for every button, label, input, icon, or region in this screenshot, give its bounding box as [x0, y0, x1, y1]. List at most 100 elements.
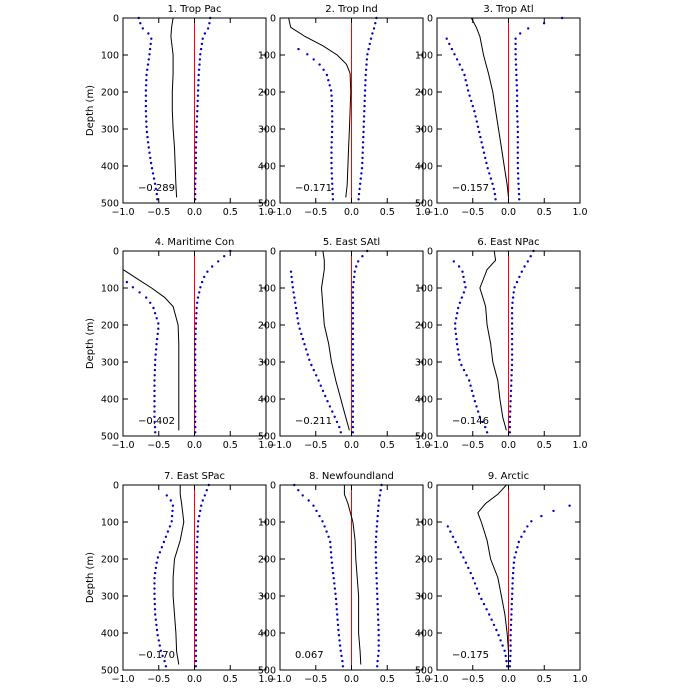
lower-bound-dot [146, 68, 149, 72]
lower-bound-dot [168, 525, 172, 528]
x-tick-label: −0.5 [461, 440, 484, 451]
panel-title: 2. Trop Ind [325, 4, 378, 15]
upper-bound-dot [351, 332, 355, 336]
lower-bound-dot [454, 327, 457, 330]
lower-bound-dot [156, 634, 159, 637]
lower-bound-dot [329, 546, 332, 549]
upper-bound-dot [512, 291, 515, 294]
upper-bound-dot [363, 110, 366, 113]
lower-bound-dot [170, 520, 173, 523]
upper-bound-dot [194, 322, 198, 325]
y-tick-label: 200 [258, 321, 276, 332]
y-tick-label: 200 [258, 88, 276, 99]
lower-bound-dot [291, 280, 294, 284]
lower-bound-dot [161, 654, 164, 658]
upper-bound-dot [196, 296, 200, 299]
y-tick-label: 0 [270, 14, 276, 25]
upper-bound-dot [194, 337, 197, 341]
upper-bound-dot [377, 623, 380, 627]
upper-bound-dot [369, 37, 373, 40]
upper-bound-dot [194, 425, 197, 429]
upper-bound-dot [377, 634, 380, 637]
upper-bound-dot [510, 343, 514, 346]
upper-bound-dot [362, 120, 366, 123]
y-tick-label: 400 [101, 629, 119, 640]
upper-bound-dot [195, 135, 198, 139]
upper-bound-dot [364, 84, 367, 87]
lower-bound-dot [331, 125, 334, 128]
upper-bound-dot [351, 363, 355, 367]
upper-bound-dot [194, 628, 198, 632]
upper-bound-dot [194, 659, 198, 663]
lower-bound-dot [460, 296, 464, 299]
mean-profile-line [470, 18, 509, 198]
lower-bound-dot [479, 135, 482, 139]
upper-bound-dot [361, 151, 364, 154]
lower-bound-dot [328, 405, 332, 408]
lower-bound-dot [138, 291, 141, 294]
x-tick-label: 0.5 [537, 440, 552, 451]
upper-bound-dot [200, 504, 203, 507]
lower-bound-dot [153, 312, 157, 315]
upper-bound-dot [194, 182, 197, 185]
upper-bound-dot [516, 172, 520, 175]
lower-bound-dot [331, 192, 334, 196]
x-tick-label: 0.5 [223, 440, 238, 451]
upper-bound-dot [376, 608, 379, 611]
lower-bound-dot [449, 530, 452, 533]
upper-bound-dot [361, 156, 364, 160]
x-tick-label: 1.0 [572, 207, 587, 218]
x-tick-label: 0.5 [537, 207, 552, 218]
upper-bound-dot [367, 47, 370, 51]
lower-bound-dot [146, 63, 150, 66]
panel-title: 1. Trop Pac [167, 4, 221, 15]
y-tick-label: 400 [101, 395, 119, 406]
x-tick-label: −1.0 [268, 440, 291, 451]
upper-bound-dot [351, 368, 355, 372]
upper-bound-dot [376, 514, 379, 518]
lower-bound-dot [330, 94, 333, 97]
x-tick-label: 0.0 [344, 440, 359, 451]
lower-bound-dot [153, 587, 156, 590]
upper-bound-dot [194, 394, 197, 398]
panel-8: −1.0 −0.5 0.0 0.5 1.0 0 100 200 300 400 500 8. Newf… [258, 471, 431, 685]
upper-bound-dot [196, 530, 199, 533]
lower-bound-dot [462, 291, 466, 294]
y-tick-label: 200 [415, 321, 433, 332]
lower-bound-dot [319, 384, 322, 387]
upper-bound-dot [351, 394, 355, 398]
lower-bound-dot [165, 494, 168, 497]
lower-bound-dot [335, 608, 338, 611]
y-tick-label: 0 [270, 247, 276, 258]
y-tick-label: 200 [415, 555, 433, 566]
upper-bound-dot [510, 353, 514, 356]
upper-bound-dot [511, 592, 514, 595]
upper-bound-dot [194, 400, 197, 403]
upper-bound-dot [514, 63, 518, 66]
upper-bound-dot [196, 110, 199, 113]
upper-bound-dot [196, 540, 199, 544]
y-tick-label: 300 [101, 358, 119, 369]
lower-bound-dot [144, 99, 148, 103]
mean-value-label: −0.171 [295, 183, 332, 194]
lower-bound-dot [484, 156, 487, 160]
y-tick-label: 300 [258, 125, 276, 136]
lower-bound-dot [155, 343, 158, 346]
upper-bound-dot [377, 499, 381, 502]
upper-bound-dot [510, 618, 513, 621]
lower-bound-dot [491, 182, 494, 185]
x-tick-label: 0.5 [537, 674, 552, 685]
panel-3: −1.0 −0.5 0.0 0.5 1.0 0 100 200 300 400 500 3. Trop… [415, 4, 588, 218]
panel-title: 4. Maritime Con [155, 237, 235, 248]
x-tick-label: 1.0 [415, 674, 430, 685]
upper-bound-dot [362, 135, 365, 139]
upper-bound-dot [377, 644, 380, 647]
lower-bound-dot [153, 405, 156, 408]
upper-bound-dot [515, 84, 518, 87]
lower-bound-dot [153, 415, 156, 418]
upper-bound-dot [508, 420, 512, 424]
lower-bound-dot [146, 135, 149, 139]
upper-bound-dot [376, 509, 380, 513]
mean-value-label: −0.289 [138, 183, 175, 194]
upper-bound-dot [201, 37, 204, 40]
